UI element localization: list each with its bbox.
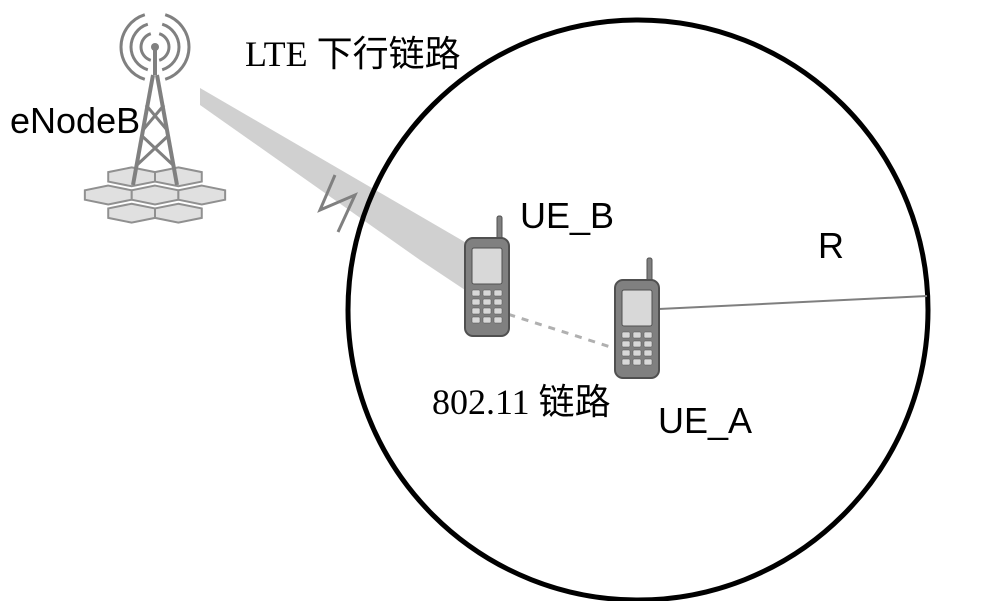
radius-label: R bbox=[818, 225, 844, 267]
ue-b-phone-icon bbox=[465, 216, 509, 336]
ue-b-label: UE_B bbox=[520, 195, 614, 237]
ue-a-label: UE_A bbox=[658, 400, 752, 442]
d2d-link-line bbox=[495, 310, 620, 350]
ue-a-phone-icon bbox=[615, 258, 659, 378]
d2d-link-label: 802.11 链路 bbox=[432, 373, 611, 425]
lte-downlink-label: LTE 下行链路 bbox=[245, 25, 461, 77]
lte-downlink-arrow bbox=[200, 88, 480, 300]
enodeb-label: eNodeB bbox=[10, 100, 140, 142]
radius-line bbox=[638, 296, 927, 310]
diagram-stage: eNodeB LTE 下行链路 UE_B UE_A 802.11 链路 R bbox=[0, 0, 1000, 601]
svg-canvas bbox=[0, 0, 1000, 601]
enodeb-hex-cluster bbox=[85, 167, 225, 222]
